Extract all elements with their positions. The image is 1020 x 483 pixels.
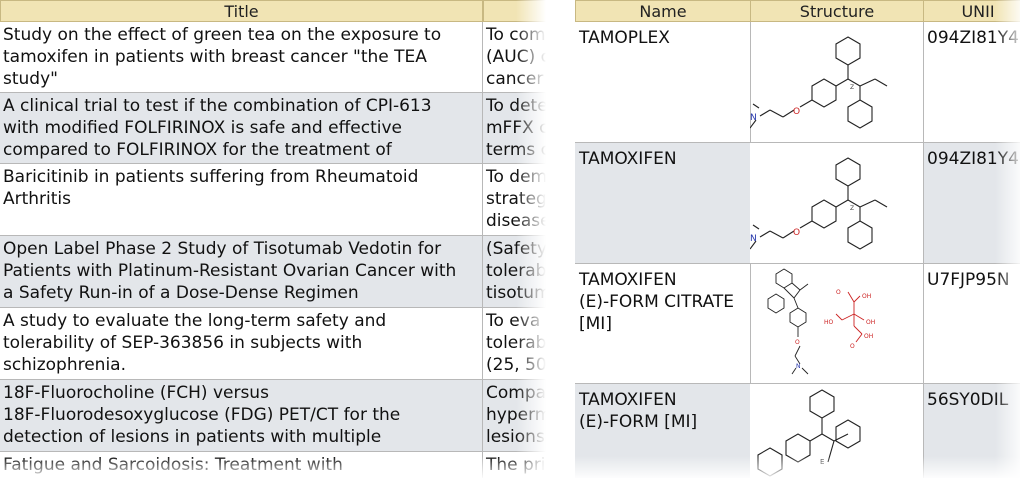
table-row[interactable]: TAMOXIFEN	[575, 143, 1020, 264]
name-column-header[interactable]: Name	[575, 0, 751, 22]
table-row[interactable]: Study on the effect of green tea on the …	[0, 22, 546, 93]
right-fade	[516, 0, 546, 478]
svg-text:Z: Z	[850, 84, 854, 91]
name-cell: TAMOXIFEN (E)-FORM [MI]	[575, 384, 751, 478]
name-cell: TAMOPLEX	[575, 22, 751, 142]
svg-text:Z: Z	[850, 205, 854, 212]
table-row[interactable]: Open Label Phase 2 Study of Tisotumab Ve…	[0, 236, 546, 308]
title-cell: 18F-Fluorocholine (FCH) versus 18F-Fluoro…	[0, 380, 483, 451]
bottom-fade	[575, 456, 1020, 478]
svg-text:O: O	[795, 339, 800, 346]
svg-text:OH: OH	[862, 293, 871, 300]
table-row[interactable]: TAMOPLEX	[575, 22, 1020, 143]
title-cell: A clinical trial to test if the combinat…	[0, 93, 483, 163]
tamoxifen-structure-icon: O N Z	[750, 157, 888, 250]
name-cell: TAMOXIFEN (E)-FORM CITRATE [MI]	[575, 264, 751, 383]
structure-column-header[interactable]: Structure	[750, 0, 924, 22]
unii-cell[interactable]: U7FJP95N	[927, 270, 1010, 290]
table-row[interactable]: A clinical trial to test if the combinat…	[0, 93, 546, 164]
table-row[interactable]: TAMOXIFEN (E)-FORM CITRATE [MI]	[575, 264, 1020, 384]
table-row[interactable]: A study to evaluate the long-term safety…	[0, 308, 546, 380]
svg-text:O: O	[793, 107, 800, 117]
right-fade	[995, 0, 1020, 478]
table-row[interactable]: 18F-Fluorocholine (FCH) versus 18F-Fluoro…	[0, 380, 546, 452]
table-row[interactable]: Baricitinib in patients suffering from R…	[0, 164, 546, 236]
substances-table: Name Structure UNII TAMOPLEX	[575, 0, 1020, 478]
structure-cell: OH O HO OH OH O O N	[750, 264, 924, 383]
tamoxifen-structure-icon: O N Z	[750, 36, 888, 129]
svg-text:OH: OH	[864, 333, 873, 340]
svg-text:N: N	[750, 113, 757, 123]
svg-text:N: N	[796, 363, 801, 370]
structure-cell: O N Z	[750, 22, 924, 142]
trials-table: Title Study on the effect of green tea o…	[0, 0, 546, 478]
svg-text:O: O	[793, 228, 800, 238]
title-column-header[interactable]: Title	[0, 0, 483, 22]
svg-text:O: O	[836, 289, 841, 296]
title-cell: A study to evaluate the long-term safety…	[0, 308, 483, 379]
tamoxifen-citrate-structure-icon: OH O HO OH OH O O N	[767, 268, 875, 375]
unii-cell[interactable]: 56SY0DIL	[927, 390, 1009, 410]
title-cell: Study on the effect of green tea on the …	[0, 22, 483, 92]
svg-text:HO: HO	[824, 319, 834, 326]
structure-cell: O N Z	[750, 143, 924, 263]
svg-text:N: N	[750, 234, 757, 244]
title-cell: Open Label Phase 2 Study of Tisotumab Ve…	[0, 236, 483, 307]
name-cell: TAMOXIFEN	[575, 143, 751, 263]
bottom-fade	[0, 456, 546, 478]
svg-text:OH: OH	[866, 319, 875, 326]
svg-text:O: O	[850, 343, 855, 350]
title-cell: Baricitinib in patients suffering from R…	[0, 164, 483, 235]
